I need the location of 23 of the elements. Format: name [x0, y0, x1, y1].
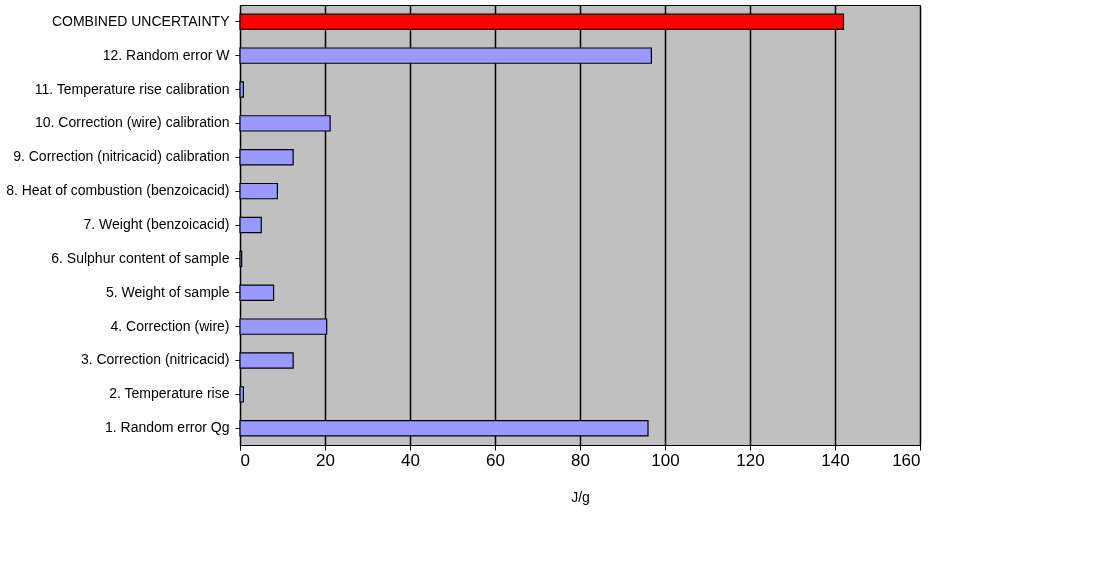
y-tick-label: 1. Random error Qg	[105, 419, 230, 436]
x-tick-label: 160	[892, 450, 921, 470]
y-tick-label: 12. Random error W	[102, 46, 231, 63]
x-tick-label: 0	[240, 450, 250, 470]
y-tick-label: 5. Weight of sample	[106, 283, 230, 300]
y-tick-label: 10. Correction (wire) calibration	[34, 114, 230, 131]
x-tick-label: 120	[736, 450, 765, 470]
x-tick-label: 60	[486, 450, 505, 470]
x-tick-label: 20	[316, 450, 335, 470]
y-tick-label: 3. Correction (nitricacid)	[80, 351, 230, 368]
x-axis-title: J/g	[571, 488, 590, 505]
x-tick-label: 100	[651, 450, 680, 470]
x-tick-label: 40	[401, 450, 420, 470]
y-tick-label: 2. Temperature rise	[109, 385, 230, 402]
y-tick-label: 4. Correction (wire)	[110, 317, 230, 334]
y-tick-label: 7. Weight (benzoicacid)	[83, 216, 230, 232]
y-tick-label: 8. Heat of combustion (benzoicacid)	[6, 182, 230, 199]
y-tick-label: 11. Temperature rise calibration	[34, 80, 230, 97]
y-tick-label: 9. Correction (nitricacid) calibration	[13, 148, 230, 165]
x-tick-label: 140	[821, 450, 850, 470]
y-tick-label: COMBINED UNCERTAINTY	[51, 12, 231, 29]
x-tick-label: 80	[571, 450, 590, 470]
y-tick-label: 6. Sulphur content of sample	[51, 249, 230, 266]
